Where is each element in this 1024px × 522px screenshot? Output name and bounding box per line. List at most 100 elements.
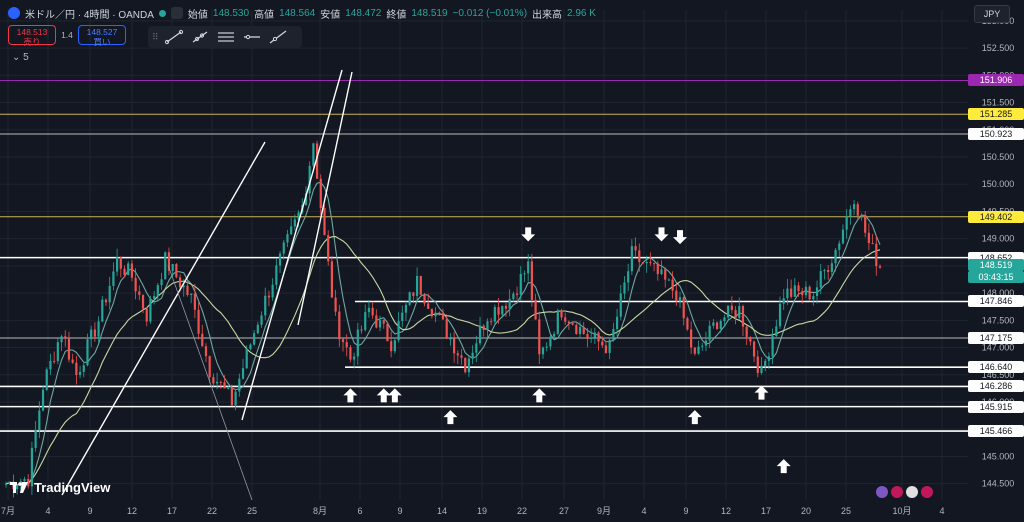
- arrow-up-icon[interactable]: [754, 385, 769, 400]
- candle-body: [741, 306, 745, 327]
- candle-body: [545, 346, 548, 348]
- candle-body: [130, 263, 134, 278]
- y-tick-label: 148.000: [982, 288, 1015, 298]
- ma-short-line[interactable]: [5, 181, 881, 486]
- candle-body: [738, 306, 741, 318]
- level-price-tag[interactable]: 150.923: [968, 127, 1024, 140]
- x-tick-label: 9: [683, 506, 688, 516]
- arrow-up-icon[interactable]: [443, 410, 458, 425]
- arrow-up-icon[interactable]: [387, 388, 402, 403]
- level-price-tag[interactable]: 146.640: [968, 361, 1024, 374]
- candle-body: [497, 307, 500, 315]
- symbol-title[interactable]: 米ドル／円 · 4時間 · OANDA: [25, 9, 154, 21]
- drag-handle-icon[interactable]: ⠿: [152, 32, 159, 42]
- level-price-tag[interactable]: 147.846: [968, 295, 1024, 308]
- volume-label: 出来高: [532, 9, 563, 21]
- alert-icon[interactable]: [170, 7, 183, 19]
- y-tick-label: 150.500: [982, 152, 1015, 162]
- candle-body: [341, 339, 345, 343]
- y-tick-label: 150.000: [982, 179, 1015, 189]
- sell-button[interactable]: 148.513 売り: [8, 25, 56, 47]
- candle-body: [4, 483, 8, 485]
- level-price-tag[interactable]: 151.906: [968, 74, 1024, 87]
- candle-body: [330, 261, 333, 298]
- candle-body: [267, 295, 271, 298]
- level-price-tag[interactable]: 145.915: [968, 400, 1024, 413]
- candle-body: [149, 298, 152, 322]
- arrow-down-icon[interactable]: [521, 227, 536, 242]
- x-tick-label: 25: [841, 506, 851, 516]
- lightning-icon[interactable]: [876, 486, 888, 498]
- candle-body: [178, 277, 182, 288]
- level-price-tag[interactable]: 151.285: [968, 108, 1024, 121]
- candle-body: [482, 325, 485, 330]
- arrow-up-icon[interactable]: [532, 388, 547, 403]
- trend-line-drawing[interactable]: [241, 69, 343, 421]
- candle-body: [460, 355, 463, 358]
- x-tick-label: 12: [127, 506, 137, 516]
- candle-body: [160, 279, 163, 286]
- tradingview-logo[interactable]: TradingView: [10, 480, 110, 495]
- candle-body: [571, 323, 574, 325]
- candle-body: [704, 340, 708, 346]
- candle-body: [638, 250, 641, 263]
- candle-body: [678, 297, 682, 302]
- arrow-up-icon[interactable]: [687, 410, 702, 425]
- x-tick-label: 4: [939, 506, 944, 516]
- arrow-down-icon[interactable]: [654, 227, 669, 242]
- ray-icon[interactable]: [190, 29, 210, 45]
- candle-body: [830, 263, 833, 272]
- arrow-up-icon[interactable]: [776, 459, 791, 474]
- trend-line-drawing[interactable]: [297, 71, 353, 326]
- level-price-tag[interactable]: 149.402: [968, 210, 1024, 223]
- trend-line-drawing[interactable]: [167, 264, 253, 501]
- buy-button[interactable]: 148.527 買い: [78, 25, 126, 47]
- level-price-tag[interactable]: 147.175: [968, 332, 1024, 345]
- us-flag-icon[interactable]: [891, 486, 903, 498]
- indicator-collapse[interactable]: ⌄ 5: [12, 52, 29, 63]
- candle-body: [153, 295, 156, 299]
- buy-label: 買い: [93, 37, 111, 47]
- candle-body: [578, 326, 582, 334]
- currency-selector[interactable]: JPY: [974, 5, 1010, 23]
- candle-body: [371, 307, 374, 316]
- candle-body: [427, 303, 430, 309]
- candle-body: [345, 342, 348, 348]
- level-price-tag[interactable]: 146.286: [968, 380, 1024, 393]
- x-tick-label: 17: [167, 506, 177, 516]
- candle-body: [138, 291, 141, 295]
- candle-body: [175, 264, 178, 278]
- arrow-down-icon[interactable]: [673, 230, 688, 245]
- candle-body: [764, 360, 767, 367]
- trend-line-drawing[interactable]: [61, 141, 266, 496]
- market-open-icon: [158, 9, 166, 17]
- level-price-tag[interactable]: 145.466: [968, 425, 1024, 438]
- parallel-channel-icon[interactable]: [216, 29, 236, 45]
- candle-body: [182, 285, 185, 288]
- candle-body: [786, 288, 789, 299]
- extended-line-icon[interactable]: [268, 29, 288, 45]
- candle-body: [397, 321, 400, 341]
- candle-body: [501, 305, 504, 315]
- jp-flag-icon[interactable]: [906, 486, 918, 498]
- x-tick-label: 22: [207, 506, 217, 516]
- arrow-up-icon[interactable]: [376, 388, 391, 403]
- candle-body: [634, 246, 637, 251]
- candle-body: [593, 332, 596, 338]
- candle-body: [656, 263, 659, 275]
- trend-line-icon[interactable]: [164, 29, 184, 45]
- us-flag-icon-2[interactable]: [921, 486, 933, 498]
- candle-body: [164, 252, 167, 280]
- last-price-tag[interactable]: 148.519: [968, 258, 1024, 271]
- candle-body: [515, 293, 519, 295]
- arrow-up-icon[interactable]: [343, 388, 358, 403]
- candle-body: [523, 273, 526, 275]
- candle-body: [386, 323, 389, 342]
- close-label: 終値: [386, 9, 407, 21]
- horizontal-line-icon[interactable]: [242, 29, 262, 45]
- candle-body: [727, 305, 730, 318]
- candle-body: [775, 326, 778, 337]
- candle-body: [464, 357, 467, 373]
